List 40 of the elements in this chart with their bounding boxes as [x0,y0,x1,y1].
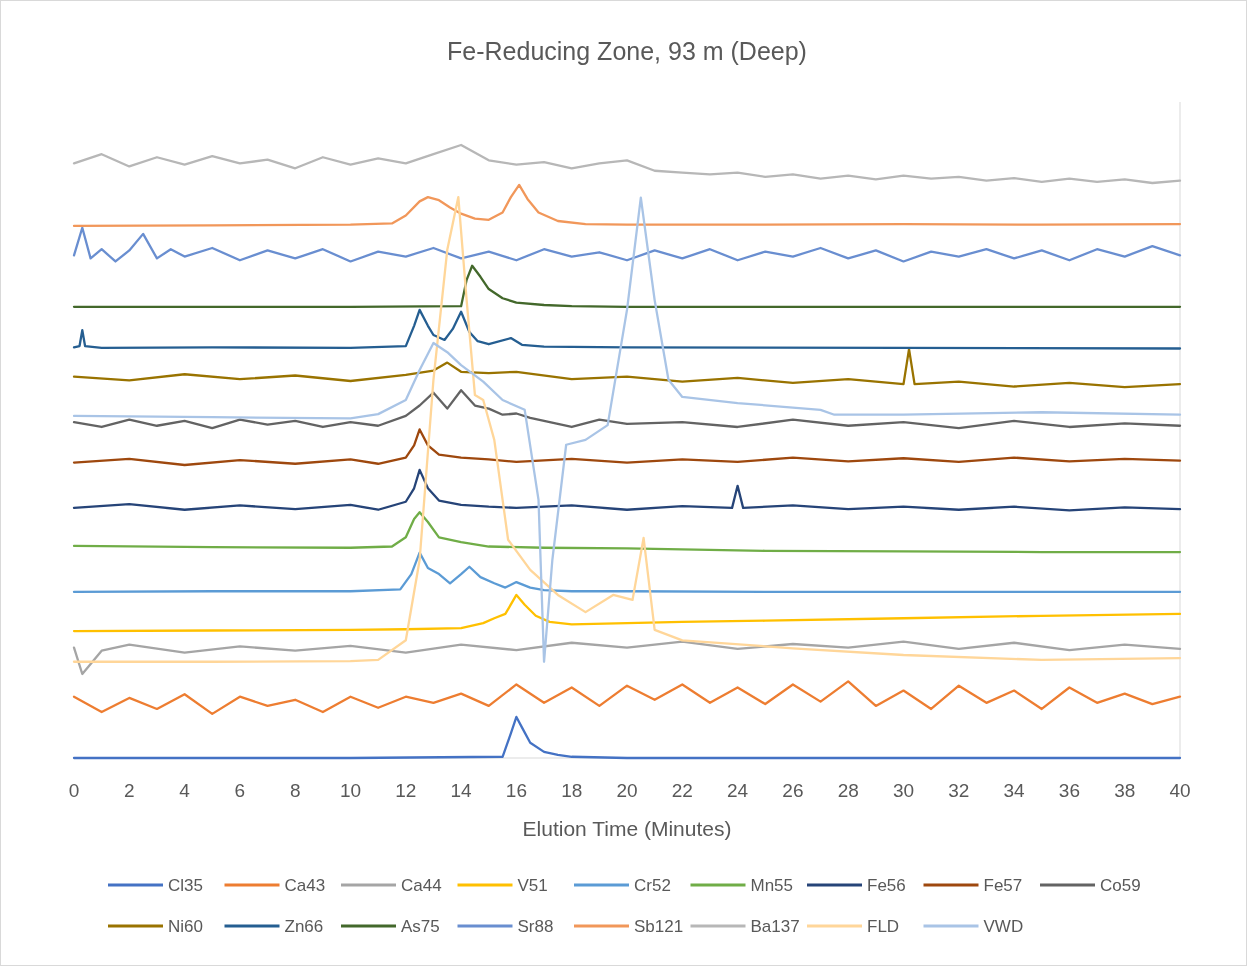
legend-label: Ba137 [750,917,800,936]
x-tick-label: 36 [1058,780,1080,801]
x-tick-label: 34 [1003,780,1026,801]
legend-label: Fe57 [983,876,1023,895]
x-tick-label: 26 [782,780,804,801]
legend-label: VWD [983,917,1024,936]
x-tick-label: 14 [450,780,473,801]
legend-label: Fe56 [867,876,906,895]
legend-label: Sr88 [517,917,554,936]
x-tick-label: 30 [892,780,915,801]
x-tick-label: 24 [727,780,749,801]
x-axis-title: Elution Time (Minutes) [522,817,732,840]
legend-label: Ca44 [401,876,442,895]
x-tick-label: 4 [179,780,191,801]
x-tick-label: 8 [289,780,301,801]
x-tick-label: 22 [671,780,693,801]
legend-label: FLD [867,917,900,936]
x-tick-label: 18 [561,780,583,801]
legend-label: Ca43 [284,876,326,895]
x-tick-label: 6 [234,780,246,801]
legend-label: Sb121 [634,917,684,936]
x-tick-label: 2 [124,780,135,801]
legend-label: Zn66 [284,917,324,936]
legend-label: Mn55 [750,876,794,895]
legend-label: As75 [401,917,440,936]
x-tick-label: 12 [395,780,417,801]
x-tick-label: 32 [948,780,970,801]
x-tick-label: 0 [68,780,80,801]
x-tick-label: 28 [837,780,859,801]
legend-label: Cl35 [168,876,203,895]
x-tick-label: 20 [616,780,638,801]
x-tick-label: 38 [1114,780,1136,801]
legend-label: Co59 [1100,876,1141,895]
legend-label: V51 [517,876,548,895]
x-tick-label: 10 [339,780,362,801]
chart-title: Fe-Reducing Zone, 93 m (Deep) [447,37,807,65]
x-tick-label: 40 [1169,780,1191,801]
legend-label: Ni60 [168,917,203,936]
x-tick-label: 16 [505,780,527,801]
legend-label: Cr52 [634,876,671,895]
